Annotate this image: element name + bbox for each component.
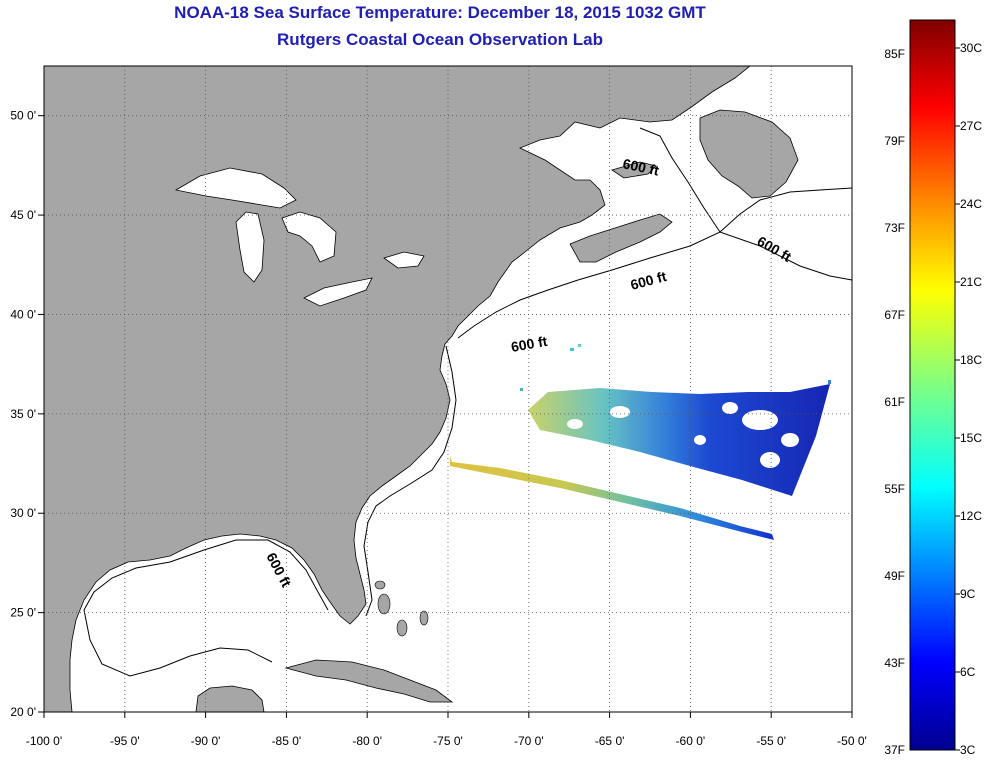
- colorbar-label-f: 73F: [884, 221, 905, 235]
- lon-tick-label: -55 0': [756, 734, 786, 748]
- colorbar-label-c: 24C: [960, 197, 982, 211]
- colorbar: [909, 19, 956, 751]
- colorbar-label-c: 9C: [960, 587, 976, 601]
- colorbar-label-c: 12C: [960, 509, 982, 523]
- map-title: NOAA-18 Sea Surface Temperature: Decembe…: [174, 3, 706, 22]
- land-north-america: [44, 66, 751, 712]
- colorbar-label-c: 27C: [960, 119, 982, 133]
- land-newfoundland: [699, 109, 799, 199]
- land-cuba: [284, 659, 454, 703]
- land-anticosti: [611, 161, 657, 179]
- sst-swath-stripe: [450, 456, 774, 540]
- land-yucatan: [195, 685, 265, 712]
- colorbar-label-c: 6C: [960, 665, 976, 679]
- lon-tick-label: -65 0': [595, 734, 625, 748]
- colorbar-label-f: 85F: [884, 47, 905, 61]
- lon-tick-label: -80 0': [352, 734, 382, 748]
- lat-tick-label: 40 0': [10, 307, 36, 321]
- sst-scattered-pixels: [520, 344, 831, 391]
- lon-tick-label: -70 0': [514, 734, 544, 748]
- colorbar-label-f: 55F: [884, 482, 905, 496]
- colorbar-label-f: 37F: [884, 743, 905, 757]
- lat-tick-label: 25 0': [10, 606, 36, 620]
- lat-tick-label: 30 0': [10, 506, 36, 520]
- lon-tick-label: -50 0': [837, 734, 867, 748]
- lon-tick-label: -95 0': [110, 734, 140, 748]
- colorbar-label-f: 49F: [884, 569, 905, 583]
- colorbar-label-f: 67F: [884, 308, 905, 322]
- lon-tick-label: -100 0': [26, 734, 62, 748]
- land-nova-scotia: [569, 213, 673, 263]
- swath-cloud-gaps: [567, 402, 799, 468]
- colorbar-label-c: 15C: [960, 431, 982, 445]
- lat-tick-label: 45 0': [10, 208, 36, 222]
- axis-ticks: -100 0' -95 0' -90 0' -85 0' -80 0' -75 0' -70…: [10, 109, 866, 748]
- depth-label: 600 ft: [510, 333, 549, 355]
- colorbar-labels: 85F 79F 73F 67F 61F 55F 49F 43F 37F 30C 27C 24C 21C 1…: [884, 41, 982, 757]
- lat-tick-label: 20 0': [10, 705, 36, 719]
- depth-label: 600 ft: [621, 155, 660, 178]
- isobath-600ft: [83, 127, 852, 677]
- colorbar-label-f: 43F: [884, 656, 905, 670]
- colorbar-label-f: 79F: [884, 134, 905, 148]
- lon-tick-label: -60 0': [676, 734, 706, 748]
- map-subtitle: Rutgers Coastal Ocean Observation Lab: [277, 30, 603, 49]
- colorbar-label-c: 30C: [960, 41, 982, 55]
- lon-tick-label: -85 0': [272, 734, 302, 748]
- graticule: [44, 66, 852, 712]
- colorbar-label-c: 3C: [960, 743, 976, 757]
- colorbar-label-f: 61F: [884, 395, 905, 409]
- lat-tick-label: 50 0': [10, 109, 36, 123]
- colorbar-label-c: 18C: [960, 353, 982, 367]
- lat-tick-label: 35 0': [10, 407, 36, 421]
- bahamas: [374, 580, 429, 637]
- lon-tick-label: -90 0': [191, 734, 221, 748]
- lon-tick-label: -75 0': [433, 734, 463, 748]
- colorbar-label-c: 21C: [960, 275, 982, 289]
